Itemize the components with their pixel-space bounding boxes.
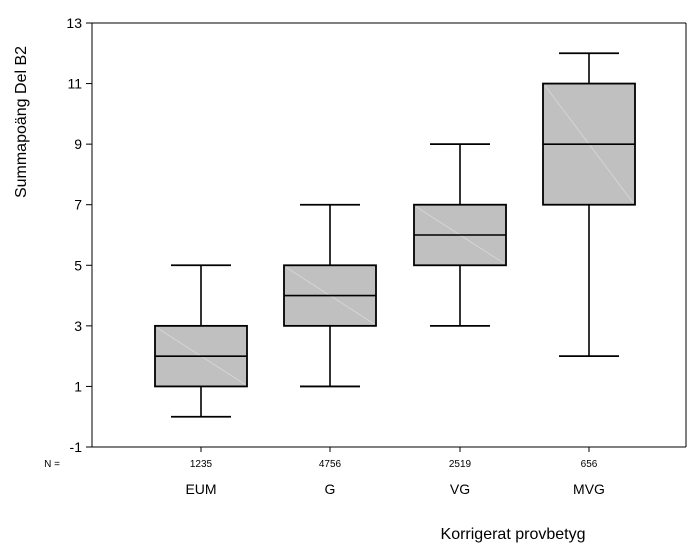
category-label: G <box>325 481 336 497</box>
n-count-label: 4756 <box>319 459 342 470</box>
category-label: VG <box>450 481 470 497</box>
x-axis-title: Korrigerat provbetyg <box>441 526 586 543</box>
n-count-label: 656 <box>581 459 598 470</box>
category-label: MVG <box>573 481 605 497</box>
y-axis-title: Summapoäng Del B2 <box>13 46 30 198</box>
y-tick-label: 1 <box>74 378 82 394</box>
y-tick-label: 11 <box>67 76 82 92</box>
y-tick-label: -1 <box>70 439 83 455</box>
y-tick-label: 13 <box>66 15 82 31</box>
y-tick-label: 5 <box>74 257 82 273</box>
n-count-label: 1235 <box>190 459 213 470</box>
n-count-label: 2519 <box>449 459 472 470</box>
y-tick-label: 9 <box>74 136 82 152</box>
y-tick-label: 7 <box>74 197 82 213</box>
n-prefix-label: N = <box>44 459 60 470</box>
y-tick-label: 3 <box>74 318 82 334</box>
category-label: EUM <box>185 481 216 497</box>
